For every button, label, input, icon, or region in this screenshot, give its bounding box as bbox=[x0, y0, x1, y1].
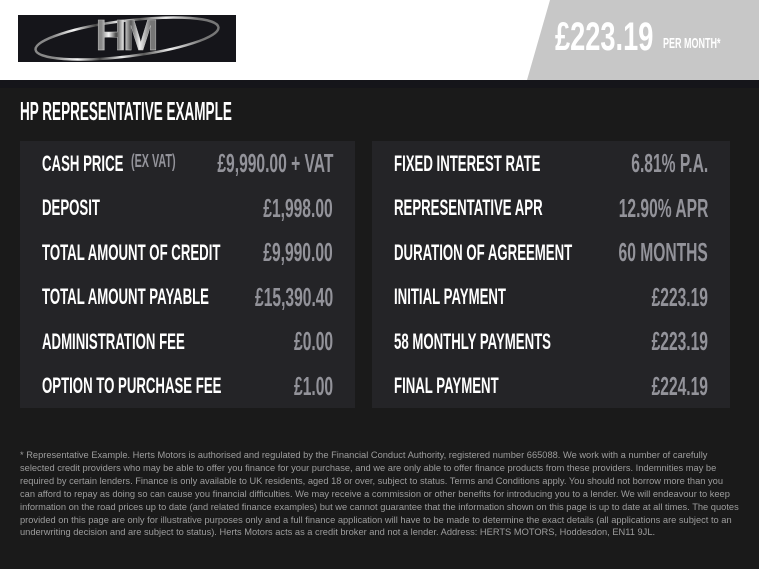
svg-text:HM: HM bbox=[95, 15, 156, 60]
